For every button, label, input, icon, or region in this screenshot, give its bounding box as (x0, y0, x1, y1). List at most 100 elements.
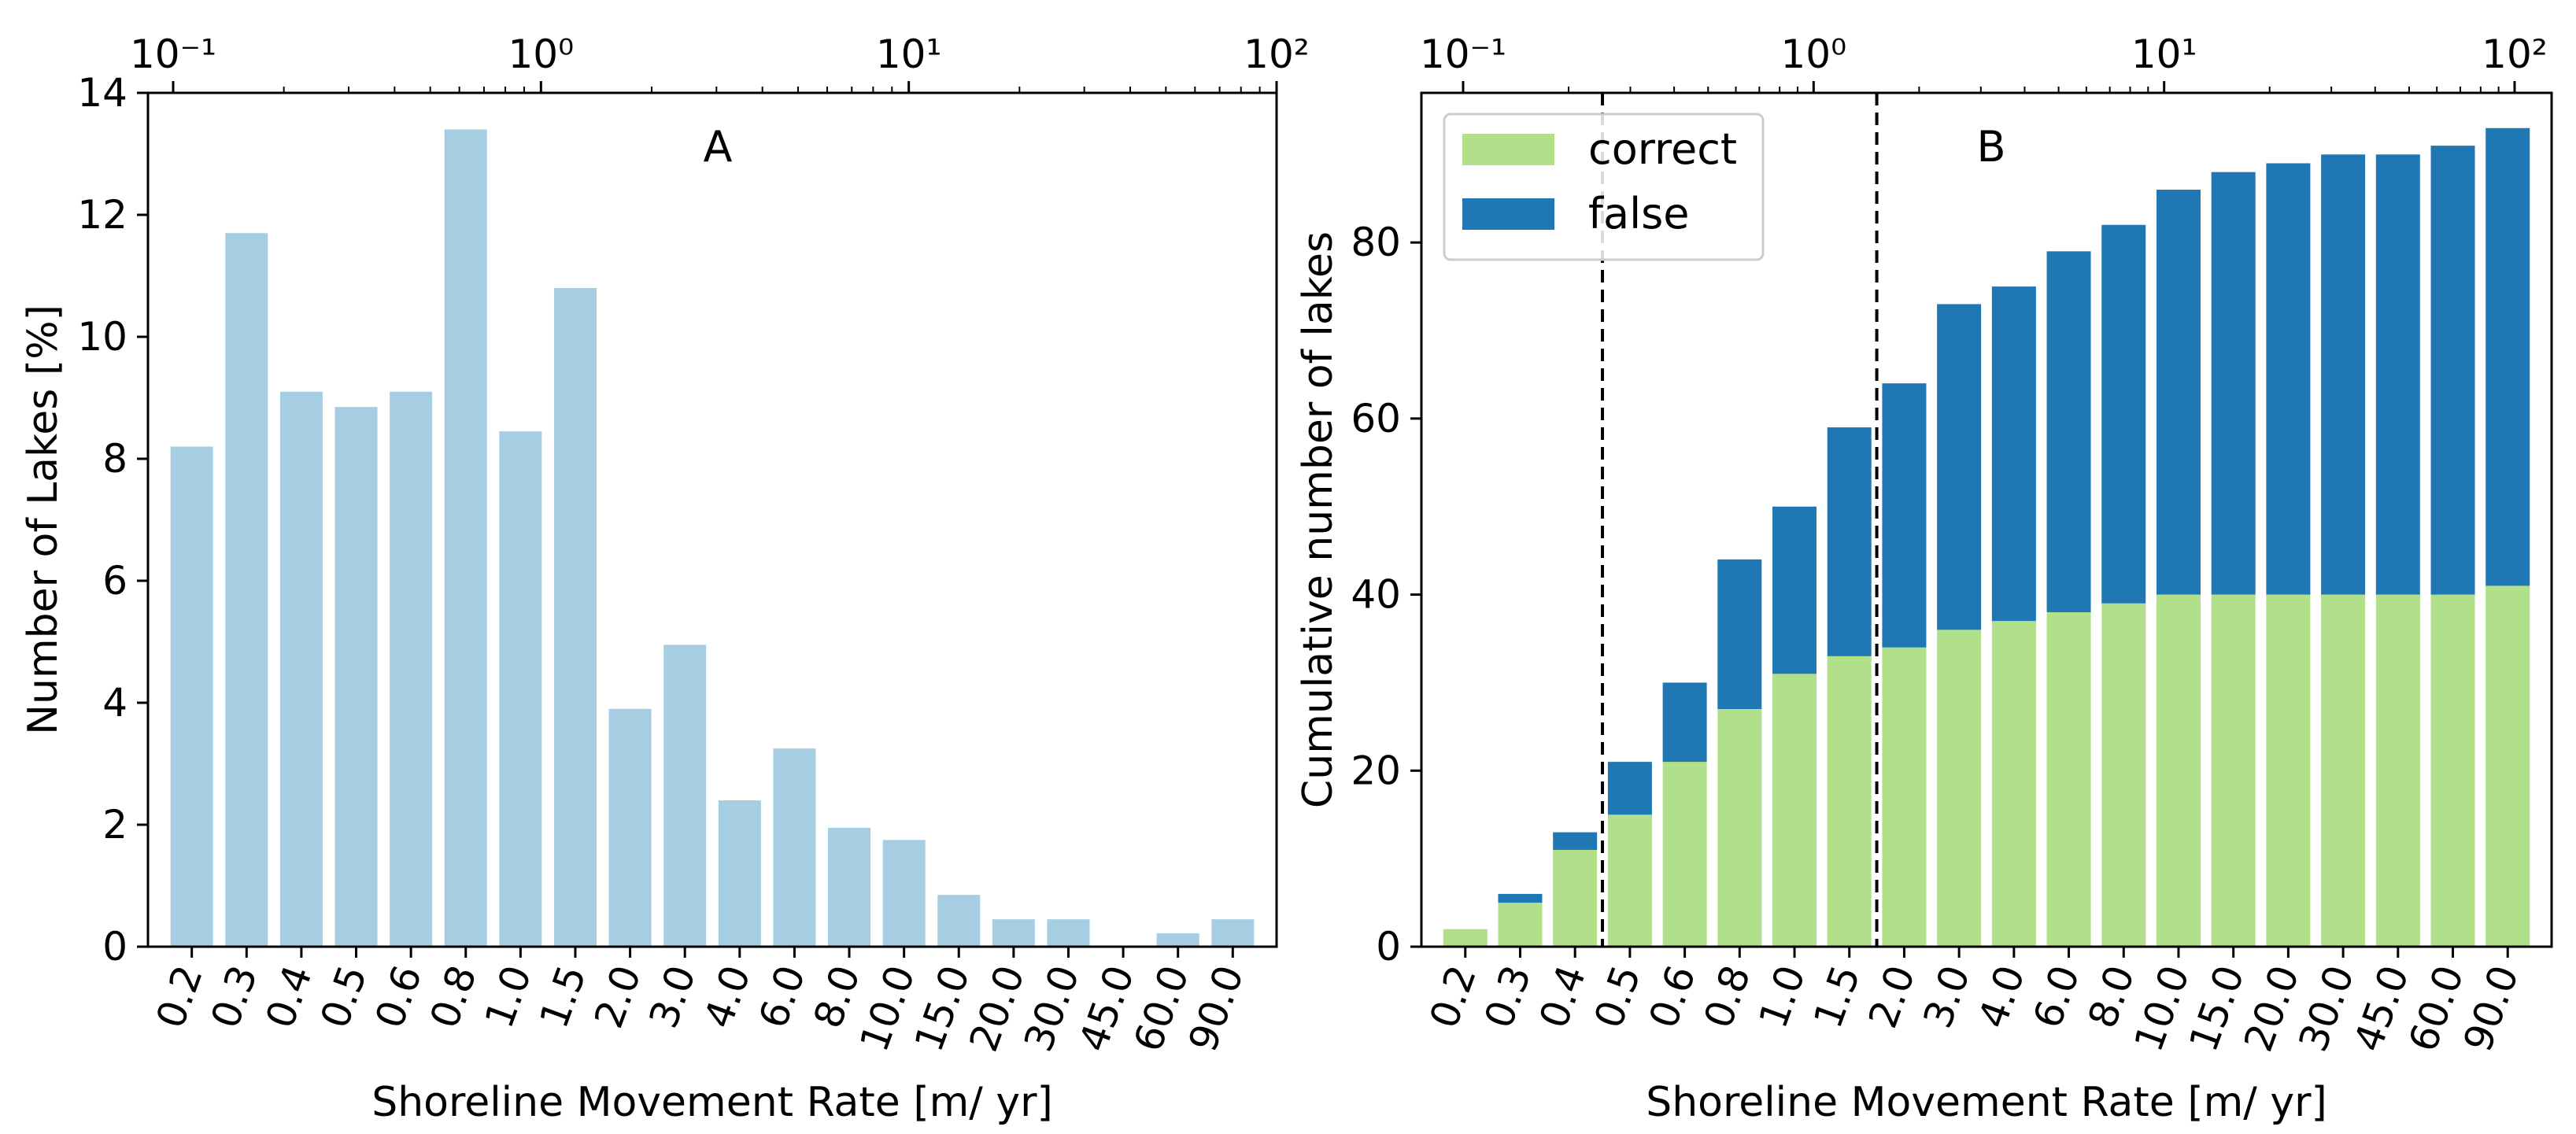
bar-correct-45.0 (2375, 594, 2420, 947)
bar-false-45.0 (2375, 154, 2420, 595)
y-tick-label: 40 (1351, 572, 1401, 618)
top-tick-label: 10⁰ (508, 31, 574, 77)
bar-false-0.8 (1717, 559, 1762, 709)
x-tick-label: 0.5 (1585, 959, 1650, 1034)
bar-correct-6.0 (2046, 611, 2091, 947)
x-axis-title-b: Shoreline Movement Rate [m/ yr] (1646, 1079, 2327, 1126)
x-tick-label: 0.4 (1531, 959, 1595, 1034)
bar-correct-20.0 (2266, 594, 2311, 947)
bar-correct-8.0 (2101, 603, 2146, 947)
bar-false-0.5 (1607, 762, 1652, 815)
bar-false-60.0 (2430, 146, 2475, 595)
y-tick-label: 12 (77, 192, 128, 238)
bar-false-10.0 (2156, 190, 2201, 595)
panel-label-b: B (1976, 122, 2005, 172)
y-tick-label: 0 (1376, 924, 1401, 970)
bar-false-15.0 (2211, 172, 2256, 595)
bar-correct-2.0 (1882, 647, 1927, 947)
bar-correct-0.5 (1607, 814, 1652, 947)
panel-b: 0 20 40 60 80 0.20.30.40.50.60.81.01.52.03.04… (1295, 31, 2553, 1126)
bar-false-30.0 (2321, 154, 2366, 595)
bar-20.0 (992, 919, 1035, 947)
bar-1.0 (499, 431, 542, 947)
x-tick-label: 1.0 (476, 959, 541, 1034)
x-tick-label: 1.5 (1805, 959, 1869, 1034)
bar-0.3 (225, 233, 268, 947)
y-axis-title-b: Cumulative number of lakes (1295, 231, 1342, 808)
bar-correct-4.0 (1991, 621, 2036, 947)
x-tick-label: 1.5 (531, 959, 596, 1034)
bar-30.0 (1047, 919, 1090, 947)
bar-false-0.3 (1498, 893, 1543, 903)
x-tick-label: 2.0 (586, 959, 650, 1034)
bar-2.0 (608, 708, 652, 947)
bar-correct-1.0 (1772, 674, 1817, 947)
bar-false-1.5 (1827, 427, 1872, 656)
bar-0.4 (279, 391, 323, 947)
x-tick-label: 4.0 (1969, 959, 2034, 1034)
bar-correct-90.0 (2485, 585, 2530, 947)
bar-correct-30.0 (2321, 594, 2366, 947)
axes-frame-a (146, 91, 1278, 948)
bar-correct-0.4 (1553, 849, 1598, 947)
bar-false-8.0 (2101, 224, 2146, 604)
panel-label-a: A (704, 122, 733, 172)
bar-correct-0.8 (1717, 708, 1762, 947)
y-tick-label: 6 (102, 558, 128, 604)
x-tick-label: 1.0 (1750, 959, 1815, 1034)
x-axis-title-a: Shoreline Movement Rate [m/ yr] (371, 1079, 1053, 1126)
top-tick-label: 10⁰ (1780, 31, 1846, 77)
x-tick-label: 0.3 (202, 959, 267, 1034)
bar-false-1.0 (1772, 506, 1817, 674)
top-tick-label: 10¹ (2131, 31, 2197, 77)
panel-a: 0 2 4 6 8 10 12 14 0.20.30.40.50.60.81.01.52.03.… (20, 31, 1310, 1126)
legend-label-correct: correct (1588, 124, 1737, 174)
legend-label-false: false (1588, 189, 1689, 238)
bar-false-3.0 (1937, 304, 1982, 630)
legend-swatch-correct (1462, 134, 1554, 165)
x-tick-label: 0.5 (312, 959, 376, 1034)
bar-3.0 (663, 645, 707, 947)
x-tick-label: 3.0 (641, 959, 705, 1034)
x-tick-label: 4.0 (695, 959, 759, 1034)
y-tick-label: 8 (102, 436, 128, 482)
legend: correct false (1443, 113, 1765, 261)
bar-false-4.0 (1991, 286, 2036, 622)
x-tick-label: 0.2 (147, 959, 212, 1034)
bar-correct-60.0 (2430, 594, 2475, 947)
x-tick-label: 3.0 (1915, 959, 1979, 1034)
bar-correct-10.0 (2156, 594, 2201, 947)
top-tick-label: 10⁻¹ (1420, 31, 1506, 77)
y-tick-label: 2 (102, 802, 128, 848)
bar-10.0 (882, 840, 926, 947)
y-tick-label: 20 (1351, 748, 1401, 793)
y-tick-label: 0 (102, 924, 128, 970)
y-tick-label: 80 (1351, 220, 1401, 265)
top-tick-label: 10² (1244, 31, 1310, 77)
bar-0.8 (444, 129, 487, 947)
bar-8.0 (828, 827, 871, 947)
top-tick-label: 10⁻¹ (130, 31, 216, 77)
bar-false-2.0 (1882, 383, 1927, 648)
bar-correct-3.0 (1937, 630, 1982, 947)
bar-6.0 (773, 748, 816, 947)
x-tick-label: 0.2 (1421, 959, 1485, 1034)
y-tick-label: 10 (77, 314, 128, 360)
y-axis-title-a: Number of Lakes [%] (20, 305, 67, 735)
x-tick-label: 0.6 (367, 959, 431, 1034)
y-tick-label: 60 (1351, 396, 1401, 441)
bar-correct-1.5 (1827, 656, 1872, 947)
x-tick-label: 0.4 (257, 959, 321, 1034)
bar-correct-0.3 (1498, 903, 1543, 947)
bar-4.0 (718, 800, 761, 947)
y-tick-label: 14 (77, 70, 128, 116)
legend-swatch-false (1462, 198, 1554, 230)
x-tick-label: 6.0 (2024, 959, 2089, 1034)
axes-frame-b (1420, 91, 2553, 948)
bar-false-90.0 (2485, 127, 2530, 586)
bar-correct-0.2 (1443, 929, 1488, 947)
bar-correct-0.6 (1662, 762, 1707, 947)
bar-0.6 (390, 391, 433, 947)
x-tick-label: 2.0 (1860, 959, 1924, 1034)
